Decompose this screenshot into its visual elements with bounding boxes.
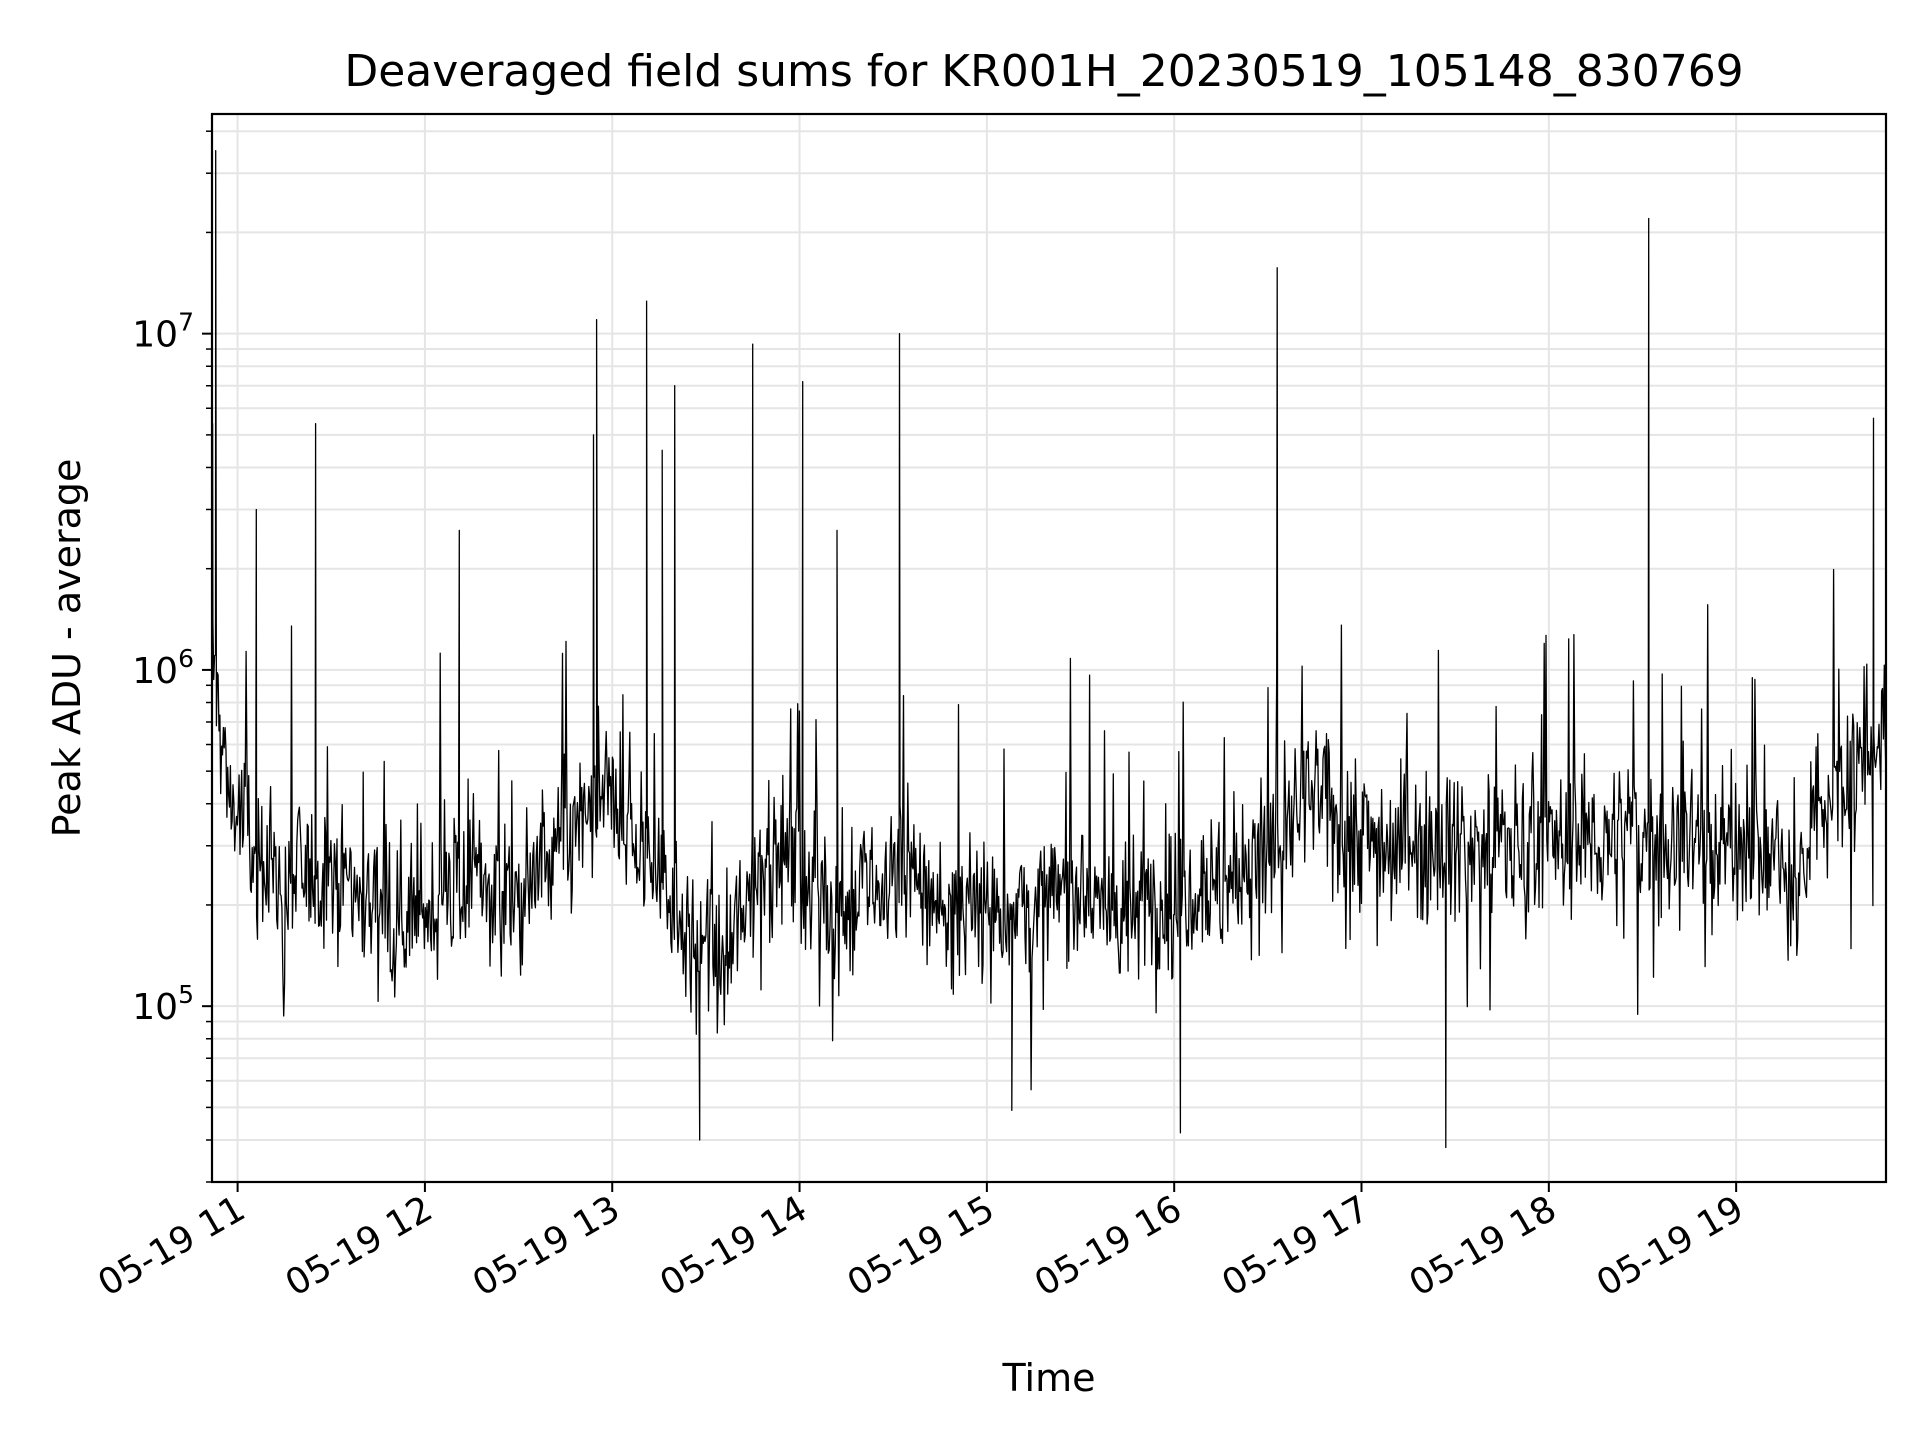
data-series [211,150,1887,1149]
grid [212,114,1886,1183]
y-tick-label-base: 10 [132,315,178,356]
y-tick-label: 105 [132,980,194,1028]
y-tick-label: 106 [132,644,194,692]
plot-area [212,114,1886,1182]
y-tick-label-exponent: 7 [178,308,194,337]
y-tick-label-exponent: 5 [178,980,194,1009]
chart-title: Deaveraged field sums for KR001H_2023051… [344,46,1743,97]
y-tick-label-exponent: 6 [178,644,194,673]
plot-frame [210,112,1888,1184]
x-axis-label: Time [1002,1356,1096,1400]
y-axis-label: Peak ADU - average [45,459,89,838]
series-line [211,150,1887,1149]
y-tick-label-base: 10 [132,651,178,692]
y-tick-label: 107 [132,308,194,356]
y-tick-label-base: 10 [132,987,178,1028]
